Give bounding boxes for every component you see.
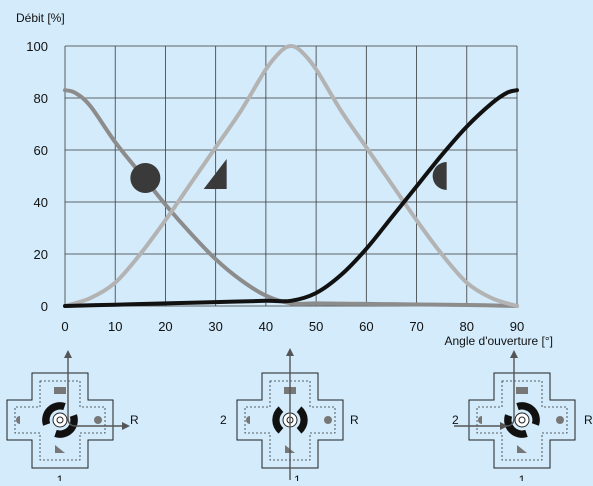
y-tick-label: 60	[34, 143, 48, 158]
series-2-marker	[203, 159, 227, 189]
x-tick-label: 20	[158, 319, 172, 334]
series-line-2	[63, 44, 519, 308]
valve-3-right-label: R	[584, 413, 593, 427]
x-tick-label: 0	[61, 319, 68, 334]
y-tick-label: 80	[34, 91, 48, 106]
marker-layer	[130, 159, 447, 193]
valve-1-bottom-label: 1	[57, 473, 64, 481]
x-tick-label: 50	[309, 319, 323, 334]
y-axis-label: Débit [%]	[16, 11, 65, 25]
x-tick-label: 90	[510, 319, 524, 334]
series-line-1	[63, 88, 519, 308]
y-tick-label: 100	[26, 39, 48, 54]
x-tick-label: 30	[208, 319, 222, 334]
y-tick-label: 0	[41, 299, 48, 314]
series-line-3	[63, 88, 519, 308]
valve-2-right-label: R	[350, 413, 359, 427]
x-tick-label: 10	[108, 319, 122, 334]
valve-body-1	[6, 350, 130, 469]
x-tick-label: 60	[359, 319, 373, 334]
valve-3-left-label: 2	[452, 413, 459, 427]
series-1-marker	[130, 163, 161, 193]
valve-1-right-label: R	[130, 413, 139, 427]
x-tick-label: 70	[409, 319, 423, 334]
y-tick-label: 20	[34, 247, 48, 262]
valve-diagram-1: 1 R	[6, 350, 139, 486]
valve-2-left-label: 2	[220, 413, 227, 427]
valve-diagram-2: 1 2 R	[220, 348, 359, 486]
x-axis-label: Angle d'ouverture [°]	[445, 334, 554, 348]
valve-3-bottom-label: 1	[519, 473, 526, 481]
x-tick-label: 80	[460, 319, 474, 334]
valve-body-3	[454, 350, 576, 469]
valve-diagram-3: 1 2 R	[452, 350, 593, 486]
valve-body-2	[236, 348, 344, 480]
series-layer	[63, 44, 519, 308]
series-3-marker	[432, 162, 447, 191]
x-tick-label: 40	[259, 319, 273, 334]
valve-2-bottom-label: 1	[294, 473, 301, 481]
y-tick-label: 40	[34, 195, 48, 210]
tick-layer: 0 10 20 30 40 50 60 70 80 90 0 20 40 60 80 100	[26, 39, 524, 334]
